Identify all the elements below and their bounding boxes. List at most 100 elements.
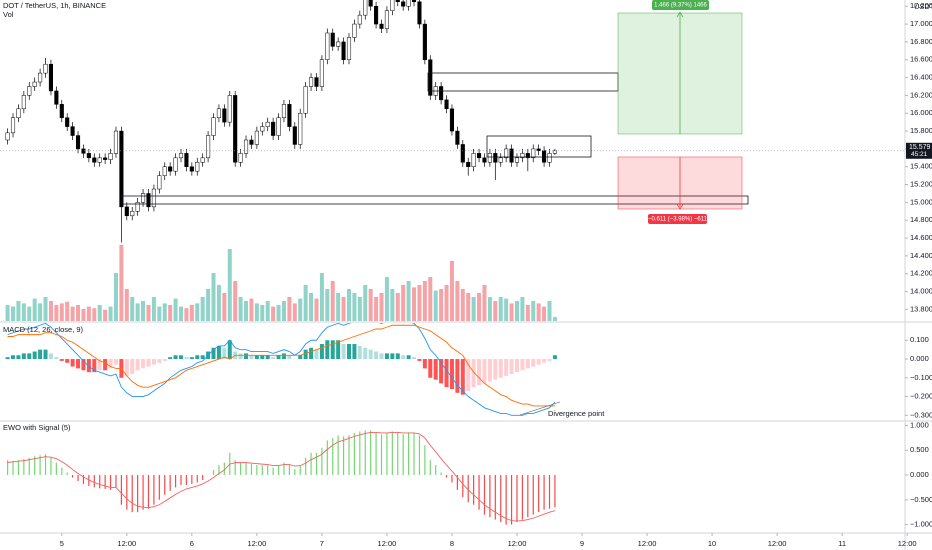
ewo-histogram-bar bbox=[131, 475, 133, 513]
candle-body bbox=[103, 157, 108, 160]
volume-bar bbox=[119, 245, 124, 321]
macd-histogram-bar bbox=[21, 353, 26, 360]
last-price-label: 15.579 bbox=[909, 144, 931, 151]
arrow bbox=[676, 11, 684, 18]
macd-histogram-bar bbox=[444, 359, 449, 388]
macd-histogram-bar bbox=[151, 359, 156, 365]
macd-histogram-bar bbox=[54, 357, 59, 360]
ewo-histogram-bar bbox=[126, 475, 128, 510]
ewo-histogram-bar bbox=[548, 475, 551, 509]
ewo-histogram-bar bbox=[99, 475, 101, 489]
macd-histogram-bar bbox=[525, 359, 530, 369]
volume-bar bbox=[157, 306, 162, 321]
macd-histogram-bar bbox=[314, 349, 319, 360]
volume-bar bbox=[509, 303, 514, 321]
macd-histogram-bar bbox=[303, 349, 308, 360]
macd-histogram-bar bbox=[536, 359, 541, 365]
ewo-histogram-bar bbox=[137, 475, 139, 513]
macd-histogram-bar bbox=[271, 357, 276, 360]
volume-bar bbox=[346, 289, 351, 321]
annotation-line bbox=[519, 401, 561, 416]
volume-bar bbox=[103, 309, 108, 321]
candle-body bbox=[341, 41, 346, 60]
candle-body bbox=[265, 121, 270, 127]
ewo-histogram-bar bbox=[332, 437, 334, 476]
ewo-histogram-bar bbox=[169, 475, 171, 491]
ewo-histogram-bar bbox=[342, 436, 345, 476]
volume-bar bbox=[168, 305, 173, 321]
macd-histogram-bar bbox=[168, 357, 173, 360]
volume-bar bbox=[206, 289, 211, 321]
macd-histogram-bar bbox=[92, 359, 97, 373]
candle-body bbox=[173, 157, 178, 172]
macd-histogram-bar bbox=[5, 357, 10, 360]
volume-bar bbox=[498, 297, 503, 321]
volume-bar bbox=[113, 273, 118, 321]
volume-bar bbox=[11, 306, 16, 321]
volume-bar bbox=[200, 297, 205, 321]
ewo-histogram-bar bbox=[337, 435, 339, 476]
y-tick-label: −0.200 bbox=[910, 392, 932, 401]
price-unit: USDT bbox=[914, 2, 932, 11]
volume-bar bbox=[352, 293, 357, 321]
volume-bar bbox=[363, 285, 368, 321]
candle-body bbox=[449, 108, 455, 132]
y-tick-label: 13.800 bbox=[910, 304, 932, 313]
volume-bar bbox=[32, 298, 37, 321]
volume-bar bbox=[314, 298, 319, 321]
macd-histogram-bar bbox=[319, 344, 324, 360]
candle-body bbox=[249, 139, 254, 145]
indicator-line bbox=[7, 324, 555, 407]
macd-histogram-bar bbox=[184, 357, 189, 360]
candle-body bbox=[92, 157, 97, 163]
candle-body bbox=[325, 32, 330, 60]
candle-body bbox=[422, 23, 427, 60]
volume-bar bbox=[195, 303, 200, 321]
macd-histogram-bar bbox=[265, 355, 270, 360]
x-tick-label: 12:00 bbox=[768, 539, 787, 548]
volume-bar bbox=[238, 297, 243, 321]
candle-body bbox=[309, 77, 314, 87]
macd-histogram-bar bbox=[43, 349, 48, 360]
candle-body bbox=[43, 63, 48, 74]
macd-histogram-bar bbox=[466, 359, 471, 391]
volume-bar bbox=[379, 293, 384, 321]
volume-bar bbox=[108, 306, 113, 321]
candle-body bbox=[352, 23, 357, 38]
candle-body bbox=[254, 130, 259, 145]
candle-body bbox=[5, 132, 10, 141]
candle-body bbox=[487, 153, 492, 163]
macd-histogram-bar bbox=[390, 353, 395, 360]
x-tick-label: 10 bbox=[708, 539, 716, 548]
ewo-histogram-bar bbox=[164, 475, 166, 495]
candle-body bbox=[48, 63, 53, 92]
macd-histogram-bar bbox=[368, 349, 373, 360]
macd-histogram-bar bbox=[325, 340, 330, 360]
ewo-histogram-bar bbox=[223, 462, 225, 476]
macd-histogram-bar bbox=[298, 355, 303, 360]
y-tick-label: −0.300 bbox=[910, 410, 932, 419]
macd-histogram-bar bbox=[477, 359, 482, 386]
macd-histogram-bar bbox=[97, 359, 102, 371]
volume-bar bbox=[265, 301, 270, 321]
volume-bar bbox=[493, 301, 498, 321]
x-tick-label: 12:00 bbox=[117, 539, 136, 548]
ewo-histogram-bar bbox=[218, 465, 220, 476]
candle-body bbox=[75, 135, 81, 150]
volume-bar bbox=[216, 285, 221, 321]
volume-bar bbox=[227, 249, 232, 321]
y-tick-label: 15.000 bbox=[910, 197, 932, 206]
volume-bar bbox=[422, 281, 427, 321]
volume-bar bbox=[65, 301, 70, 321]
macd-histogram-bar bbox=[11, 355, 16, 360]
macd-histogram-bar bbox=[146, 359, 151, 367]
volume-bar bbox=[287, 297, 292, 321]
y-tick-label: 16.600 bbox=[910, 55, 932, 64]
ewo-histogram-bar bbox=[104, 475, 106, 489]
candle-body bbox=[97, 157, 102, 163]
macd-histogram-bar bbox=[514, 359, 519, 373]
ewo-histogram-bar bbox=[88, 475, 90, 486]
volume-bar bbox=[401, 285, 406, 321]
last-price-box bbox=[906, 142, 932, 159]
indicator-line bbox=[7, 431, 556, 522]
